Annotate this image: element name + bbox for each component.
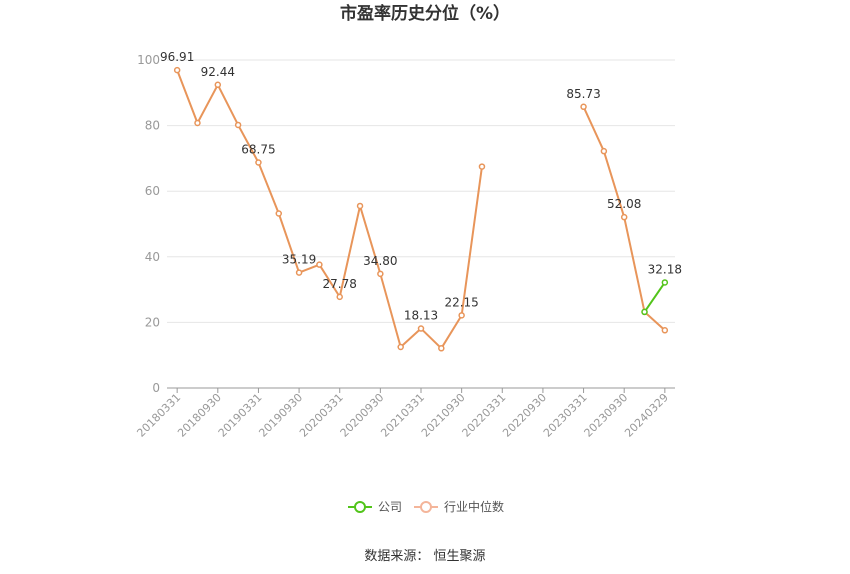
data-label: 52.08 xyxy=(607,197,641,211)
data-label: 68.75 xyxy=(241,143,275,157)
data-label: 32.18 xyxy=(648,262,682,276)
data-point[interactable] xyxy=(336,293,343,301)
data-point[interactable] xyxy=(356,202,364,210)
data-point[interactable] xyxy=(214,81,222,89)
x-tick-label: 20240329 xyxy=(622,391,671,440)
data-point[interactable] xyxy=(438,345,445,352)
y-tick-label: 0 xyxy=(152,381,160,395)
data-point[interactable] xyxy=(397,343,404,351)
data-point[interactable] xyxy=(661,279,669,286)
data-point[interactable] xyxy=(458,312,465,319)
data-labels: 96.91 92.44 68.75 35.19 27.78 34.80 18.13 22.15… xyxy=(160,50,682,322)
y-tick-label: 80 xyxy=(145,119,160,133)
data-label: 18.13 xyxy=(404,309,438,323)
data-point[interactable] xyxy=(194,119,201,127)
data-point[interactable] xyxy=(255,159,262,166)
legend: 公司 行业中位数 xyxy=(348,499,504,514)
y-tick-label: 60 xyxy=(145,184,160,198)
data-label: 85.73 xyxy=(566,87,600,101)
y-axis-ticks: 0 20 40 60 80 100 xyxy=(137,53,160,395)
legend-marker-industry-median xyxy=(420,501,432,513)
data-label: 22.15 xyxy=(444,295,478,309)
series-layer xyxy=(173,66,669,352)
data-point[interactable] xyxy=(173,66,181,74)
data-label: 27.78 xyxy=(323,277,357,291)
series-line xyxy=(643,281,666,313)
legend-item-company[interactable]: 公司 xyxy=(348,500,402,514)
data-label: 92.44 xyxy=(201,65,235,79)
legend-label-company: 公司 xyxy=(378,500,402,514)
series-company xyxy=(641,279,669,316)
data-point[interactable] xyxy=(641,308,648,316)
series-industry-median xyxy=(173,66,669,352)
data-point[interactable] xyxy=(580,103,587,111)
grid-lines xyxy=(167,59,675,323)
data-point[interactable] xyxy=(316,261,323,268)
data-point[interactable] xyxy=(600,147,608,155)
data-point[interactable] xyxy=(661,327,669,334)
legend-label-industry-median: 行业中位数 xyxy=(444,499,504,514)
data-source: 数据来源： 恒生聚源 xyxy=(364,549,485,564)
data-point[interactable] xyxy=(295,269,303,276)
data-label: 34.80 xyxy=(363,254,397,268)
data-point[interactable] xyxy=(275,210,283,217)
legend-item-industry-median[interactable]: 行业中位数 xyxy=(414,499,504,514)
data-label: 35.19 xyxy=(282,253,316,267)
data-point[interactable] xyxy=(620,213,628,221)
data-point[interactable] xyxy=(377,270,384,278)
data-label: 96.91 xyxy=(160,50,194,64)
data-point[interactable] xyxy=(478,163,486,170)
y-tick-label: 20 xyxy=(145,315,160,329)
series-line xyxy=(176,69,483,350)
chart-title: 市盈率历史分位（%） xyxy=(340,3,510,24)
x-axis-ticks: 2018033120180930201903312019093020200331… xyxy=(134,388,671,440)
data-point[interactable] xyxy=(234,121,242,129)
y-tick-label: 100 xyxy=(137,53,160,67)
y-tick-label: 40 xyxy=(145,250,160,264)
data-point[interactable] xyxy=(417,325,425,332)
legend-marker-company xyxy=(354,501,366,513)
